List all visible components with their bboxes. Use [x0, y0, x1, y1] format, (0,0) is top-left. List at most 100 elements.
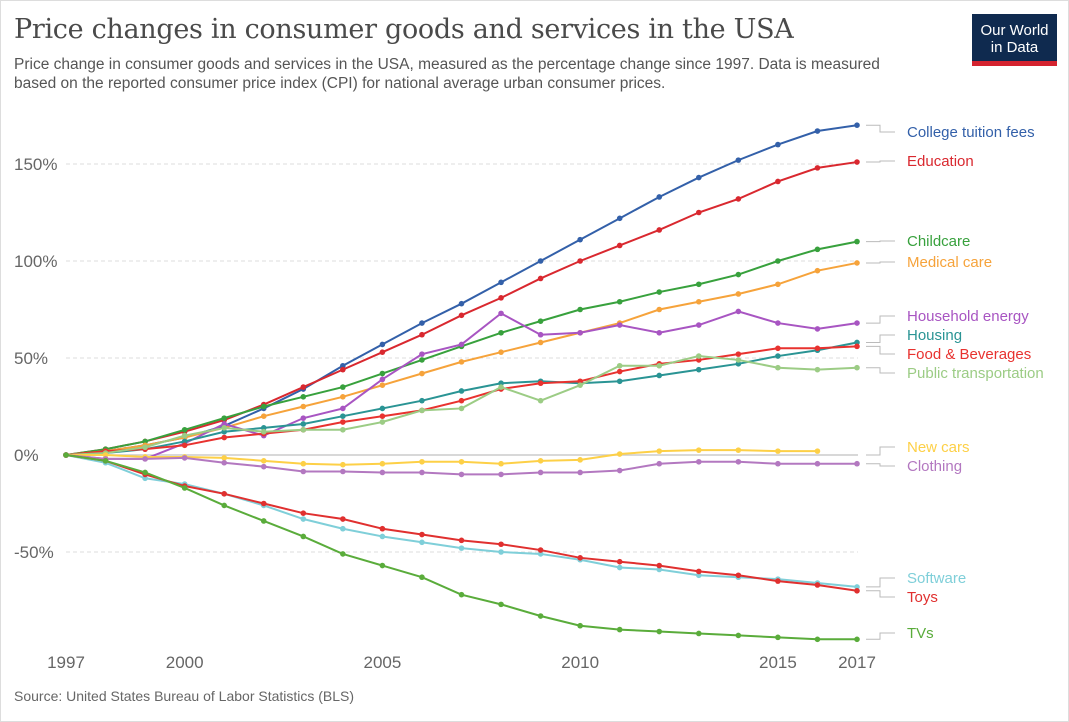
series-label: Education — [907, 153, 974, 170]
x-tick-label: 1997 — [47, 653, 85, 672]
data-point — [854, 636, 860, 643]
series-label: College tuition fees — [907, 124, 1035, 141]
y-tick-label: 150% — [14, 155, 57, 174]
data-point — [300, 426, 307, 433]
data-point — [775, 320, 781, 326]
data-point — [300, 533, 307, 540]
data-point — [221, 415, 227, 421]
data-point — [419, 397, 425, 404]
data-point — [775, 281, 781, 288]
series-label: TVs — [907, 625, 934, 642]
data-point — [379, 533, 386, 540]
data-point — [379, 469, 386, 476]
data-point — [775, 578, 781, 584]
data-point — [616, 362, 623, 369]
data-point — [419, 320, 425, 326]
data-point — [260, 500, 267, 507]
label-connector — [866, 240, 895, 243]
data-point — [340, 362, 346, 369]
data-point — [340, 384, 346, 390]
data-point — [696, 630, 702, 637]
series-label: Software — [907, 570, 966, 587]
data-point — [616, 558, 623, 565]
data-point — [775, 141, 781, 148]
data-point — [854, 339, 860, 346]
data-point — [616, 368, 623, 375]
data-point — [656, 372, 663, 379]
data-point — [814, 366, 821, 373]
data-point — [221, 434, 227, 441]
label-connector — [866, 590, 895, 598]
data-point — [616, 626, 623, 633]
data-point — [379, 376, 386, 383]
data-point — [419, 331, 425, 338]
data-point — [142, 456, 148, 462]
data-point — [616, 215, 623, 222]
label-connector — [866, 463, 895, 467]
label-connector — [866, 632, 895, 640]
data-point — [221, 421, 227, 427]
data-point — [696, 174, 702, 181]
data-point — [696, 357, 702, 363]
data-point — [854, 460, 860, 467]
owid-logo[interactable]: Our World in Data — [972, 14, 1057, 66]
data-point — [577, 258, 583, 264]
series-label: Clothing — [907, 458, 962, 475]
data-point — [696, 322, 702, 328]
data-point — [498, 329, 504, 336]
data-point — [577, 236, 583, 243]
data-point — [775, 178, 781, 185]
data-point — [854, 122, 860, 128]
data-point — [221, 491, 227, 497]
data-point — [181, 485, 188, 491]
data-point — [419, 458, 425, 465]
data-point — [221, 502, 227, 509]
data-point — [696, 458, 702, 465]
data-point — [735, 157, 742, 163]
series-label: New cars — [907, 439, 970, 456]
data-point — [379, 341, 386, 348]
data-point — [181, 426, 188, 433]
x-tick-label: 2015 — [759, 653, 797, 672]
data-point — [419, 370, 425, 377]
x-tick-label: 2010 — [561, 653, 599, 672]
data-point — [340, 413, 346, 420]
label-connector — [866, 160, 895, 163]
data-point — [537, 318, 544, 324]
data-point — [775, 353, 781, 359]
data-point — [696, 568, 702, 575]
data-point — [814, 128, 821, 134]
data-point — [577, 622, 583, 629]
data-point — [498, 295, 504, 301]
data-point — [340, 461, 346, 468]
data-point — [814, 636, 821, 643]
data-point — [537, 275, 544, 282]
label-connector — [866, 334, 895, 343]
data-point — [181, 455, 188, 461]
data-point — [498, 310, 504, 317]
data-point — [260, 458, 267, 464]
label-connector — [866, 446, 895, 456]
series-label: Childcare — [907, 233, 970, 250]
data-point — [854, 238, 860, 245]
data-point — [854, 260, 860, 266]
x-tick-label: 2000 — [166, 653, 204, 672]
data-point — [616, 467, 623, 474]
data-point — [498, 349, 504, 355]
data-point — [537, 339, 544, 346]
data-point — [537, 397, 544, 404]
data-point — [814, 460, 821, 467]
data-point — [775, 364, 781, 371]
data-point — [498, 279, 504, 286]
data-point — [696, 353, 702, 359]
data-point — [260, 518, 267, 524]
data-point — [537, 331, 544, 338]
data-point — [616, 322, 623, 328]
data-point — [775, 634, 781, 641]
data-point — [696, 209, 702, 216]
data-point — [735, 271, 742, 278]
y-tick-label: 100% — [14, 252, 57, 271]
series-label: Household energy — [907, 308, 1029, 325]
series-label: Housing — [907, 327, 962, 344]
data-point — [735, 361, 742, 367]
